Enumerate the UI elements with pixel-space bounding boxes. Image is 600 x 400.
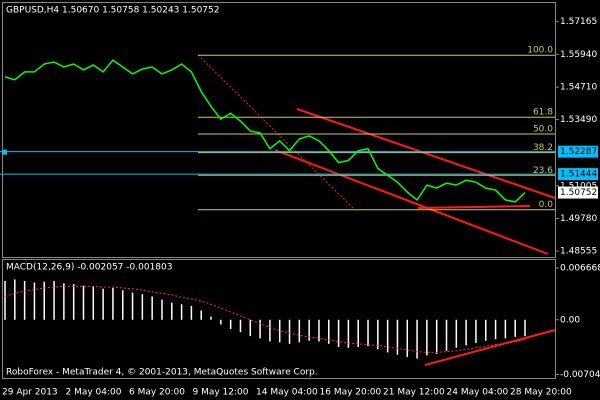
fib-label: 38.2 <box>533 143 553 153</box>
price-label: 1.51444 <box>560 170 597 180</box>
x-tick-label: 2 May 04:00 <box>66 388 122 398</box>
fib-label: 100.0 <box>527 46 553 56</box>
price-label-box <box>558 145 598 158</box>
fib-label: 23.6 <box>533 166 553 176</box>
x-tick-label: 21 May 12:00 <box>383 388 445 398</box>
fib-anchor-line <box>197 54 356 211</box>
fib-label: 50.0 <box>533 124 553 134</box>
line-handle <box>2 149 7 155</box>
x-tick-label: 9 May 12:00 <box>193 388 249 398</box>
y-tick-label: 1.55940 <box>560 50 597 60</box>
price-line <box>4 59 526 203</box>
price-label-box <box>558 168 598 181</box>
trend-line <box>296 108 556 199</box>
trend-line <box>274 149 549 255</box>
price-pane-border <box>2 2 556 258</box>
x-tick-label: 29 Apr 2013 <box>2 388 58 398</box>
x-tick-label: 24 May 04:00 <box>447 388 509 398</box>
y-tick-label: 0.006668 <box>560 264 600 274</box>
y-tick-label: 1.57165 <box>560 17 597 27</box>
chart-title: GBPUSD,H4 1.50670 1.50758 1.50243 1.5075… <box>6 6 219 16</box>
price-label: 1.52287 <box>560 147 597 157</box>
indicator-title: MACD(12,26,9) -0.002057 -0.001803 <box>6 263 172 273</box>
x-tick-label: 16 May 20:00 <box>320 388 382 398</box>
y-tick-label: 1.48555 <box>560 247 597 257</box>
x-tick-label: 6 May 20:00 <box>129 388 185 398</box>
y-tick-label: 1.53490 <box>560 115 597 125</box>
y-tick-label: 1.51005 <box>560 181 597 191</box>
current-price-box <box>558 186 598 199</box>
footer: RoboForex - MetaTrader 4, © 2001-2013, M… <box>6 368 318 378</box>
y-tick-label: 0.00 <box>560 315 580 325</box>
fib-label: 61.8 <box>533 108 553 118</box>
y-tick-label: 1.54710 <box>560 83 597 93</box>
y-tick-label: 1.49780 <box>560 214 597 224</box>
fib-label: 0.0 <box>539 200 554 210</box>
trend-line <box>417 205 531 209</box>
current-price: 1.50752 <box>560 188 597 198</box>
x-tick-label: 28 May 20:00 <box>510 388 572 398</box>
macd-pane-border <box>2 259 556 379</box>
y-tick-label: -0.007049 <box>560 370 600 380</box>
trend-line <box>424 329 556 366</box>
x-tick-label: 14 May 04:00 <box>256 388 318 398</box>
